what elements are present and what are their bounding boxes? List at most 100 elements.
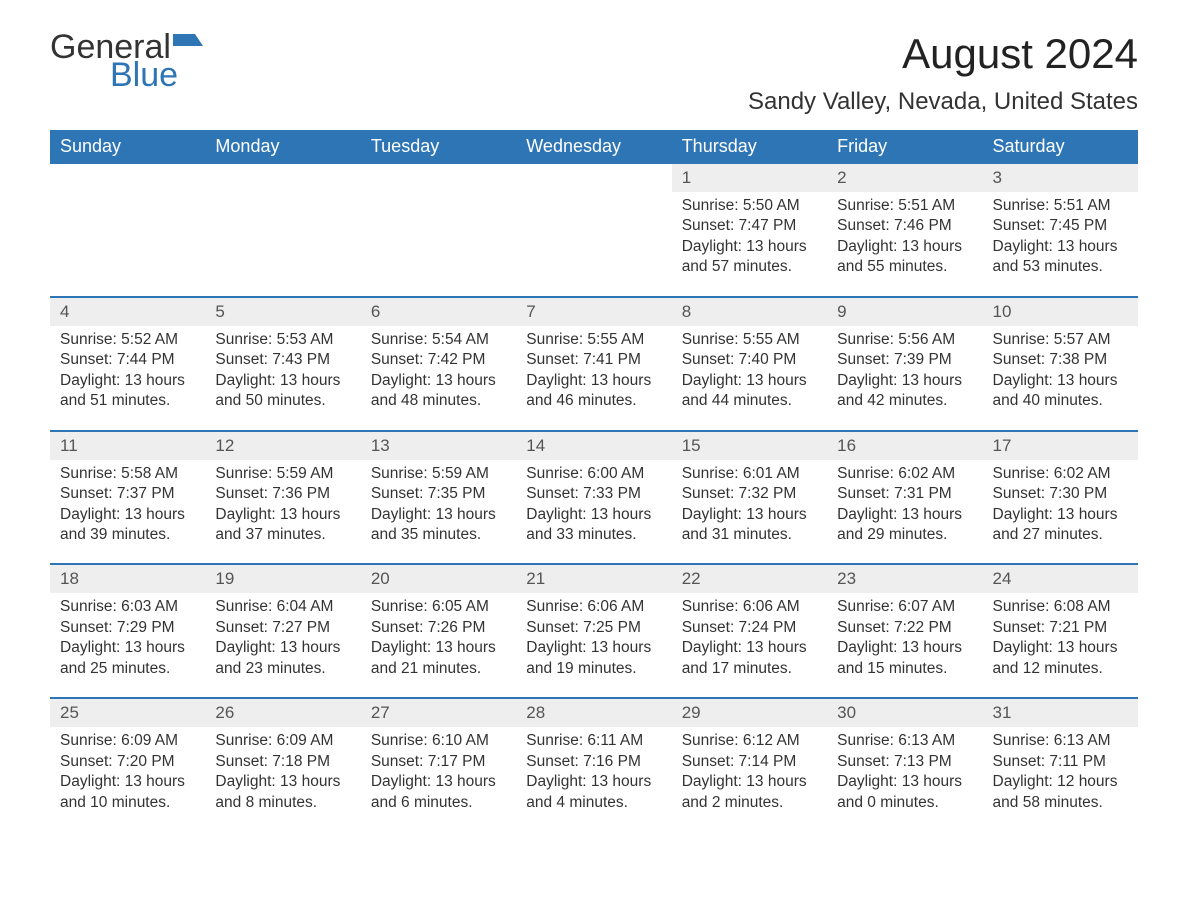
day-number-cell: 8 xyxy=(672,297,827,326)
weekday-header: Tuesday xyxy=(361,130,516,164)
title-block: August 2024 Sandy Valley, Nevada, United… xyxy=(748,30,1138,116)
sunset-line: Sunset: 7:39 PM xyxy=(837,350,972,370)
sunrise-line: Sunrise: 5:59 AM xyxy=(215,464,350,484)
day-number-row: 25262728293031 xyxy=(50,698,1138,727)
day-number-cell: 9 xyxy=(827,297,982,326)
day-number-cell: 27 xyxy=(361,698,516,727)
day-number-cell: 7 xyxy=(516,297,671,326)
day-content-row: Sunrise: 5:50 AMSunset: 7:47 PMDaylight:… xyxy=(50,192,1138,297)
daylight-line: Daylight: 13 hours and 23 minutes. xyxy=(215,638,350,679)
daylight-line: Daylight: 13 hours and 46 minutes. xyxy=(526,371,661,412)
day-number-cell: 1 xyxy=(672,164,827,192)
daylight-line: Daylight: 13 hours and 37 minutes. xyxy=(215,505,350,546)
day-content-cell xyxy=(516,192,671,297)
sunrise-line: Sunrise: 6:07 AM xyxy=(837,597,972,617)
daylight-line: Daylight: 13 hours and 39 minutes. xyxy=(60,505,195,546)
day-content-cell: Sunrise: 5:51 AMSunset: 7:45 PMDaylight:… xyxy=(983,192,1138,297)
sunrise-line: Sunrise: 6:09 AM xyxy=(60,731,195,751)
day-content-cell: Sunrise: 5:59 AMSunset: 7:36 PMDaylight:… xyxy=(205,460,360,565)
daylight-line: Daylight: 13 hours and 44 minutes. xyxy=(682,371,817,412)
sunrise-line: Sunrise: 5:57 AM xyxy=(993,330,1128,350)
sunrise-line: Sunrise: 6:08 AM xyxy=(993,597,1128,617)
sunset-line: Sunset: 7:18 PM xyxy=(215,752,350,772)
weekday-header: Thursday xyxy=(672,130,827,164)
sunset-line: Sunset: 7:44 PM xyxy=(60,350,195,370)
sunset-line: Sunset: 7:13 PM xyxy=(837,752,972,772)
day-content-cell xyxy=(50,192,205,297)
weekday-header: Sunday xyxy=(50,130,205,164)
sunset-line: Sunset: 7:22 PM xyxy=(837,618,972,638)
sunrise-line: Sunrise: 5:54 AM xyxy=(371,330,506,350)
sunrise-line: Sunrise: 5:56 AM xyxy=(837,330,972,350)
day-number-cell: 15 xyxy=(672,431,827,460)
day-number-cell: 29 xyxy=(672,698,827,727)
daylight-line: Daylight: 13 hours and 21 minutes. xyxy=(371,638,506,679)
day-content-cell: Sunrise: 6:04 AMSunset: 7:27 PMDaylight:… xyxy=(205,593,360,698)
sunrise-line: Sunrise: 6:11 AM xyxy=(526,731,661,751)
day-number-cell xyxy=(50,164,205,192)
sunset-line: Sunset: 7:43 PM xyxy=(215,350,350,370)
day-number-cell: 2 xyxy=(827,164,982,192)
sunset-line: Sunset: 7:21 PM xyxy=(993,618,1128,638)
daylight-line: Daylight: 13 hours and 29 minutes. xyxy=(837,505,972,546)
day-number-cell: 22 xyxy=(672,564,827,593)
day-content-cell: Sunrise: 6:09 AMSunset: 7:18 PMDaylight:… xyxy=(205,727,360,827)
sunrise-line: Sunrise: 6:09 AM xyxy=(215,731,350,751)
sunset-line: Sunset: 7:35 PM xyxy=(371,484,506,504)
day-content-cell: Sunrise: 6:01 AMSunset: 7:32 PMDaylight:… xyxy=(672,460,827,565)
day-content-cell: Sunrise: 5:57 AMSunset: 7:38 PMDaylight:… xyxy=(983,326,1138,431)
day-content-row: Sunrise: 6:09 AMSunset: 7:20 PMDaylight:… xyxy=(50,727,1138,827)
day-number-cell: 31 xyxy=(983,698,1138,727)
day-number-row: 18192021222324 xyxy=(50,564,1138,593)
day-number-cell: 19 xyxy=(205,564,360,593)
sunset-line: Sunset: 7:41 PM xyxy=(526,350,661,370)
daylight-line: Daylight: 13 hours and 48 minutes. xyxy=(371,371,506,412)
sunrise-line: Sunrise: 5:53 AM xyxy=(215,330,350,350)
sunrise-line: Sunrise: 5:50 AM xyxy=(682,196,817,216)
day-number-row: 123 xyxy=(50,164,1138,192)
sunset-line: Sunset: 7:20 PM xyxy=(60,752,195,772)
day-content-cell: Sunrise: 5:55 AMSunset: 7:40 PMDaylight:… xyxy=(672,326,827,431)
day-content-cell: Sunrise: 6:13 AMSunset: 7:11 PMDaylight:… xyxy=(983,727,1138,827)
day-content-cell: Sunrise: 5:56 AMSunset: 7:39 PMDaylight:… xyxy=(827,326,982,431)
daylight-line: Daylight: 13 hours and 0 minutes. xyxy=(837,772,972,813)
sunset-line: Sunset: 7:47 PM xyxy=(682,216,817,236)
day-number-cell: 30 xyxy=(827,698,982,727)
day-content-row: Sunrise: 5:58 AMSunset: 7:37 PMDaylight:… xyxy=(50,460,1138,565)
daylight-line: Daylight: 13 hours and 6 minutes. xyxy=(371,772,506,813)
day-number-cell: 11 xyxy=(50,431,205,460)
daylight-line: Daylight: 13 hours and 27 minutes. xyxy=(993,505,1128,546)
day-number-row: 45678910 xyxy=(50,297,1138,326)
weekday-header: Wednesday xyxy=(516,130,671,164)
sunrise-line: Sunrise: 5:55 AM xyxy=(526,330,661,350)
sunrise-line: Sunrise: 6:06 AM xyxy=(682,597,817,617)
daylight-line: Daylight: 13 hours and 55 minutes. xyxy=(837,237,972,278)
day-content-cell: Sunrise: 6:05 AMSunset: 7:26 PMDaylight:… xyxy=(361,593,516,698)
sunset-line: Sunset: 7:37 PM xyxy=(60,484,195,504)
daylight-line: Daylight: 13 hours and 15 minutes. xyxy=(837,638,972,679)
daylight-line: Daylight: 13 hours and 19 minutes. xyxy=(526,638,661,679)
day-number-cell: 3 xyxy=(983,164,1138,192)
sunrise-line: Sunrise: 6:13 AM xyxy=(837,731,972,751)
sunrise-line: Sunrise: 6:12 AM xyxy=(682,731,817,751)
sunrise-line: Sunrise: 6:01 AM xyxy=(682,464,817,484)
day-content-cell: Sunrise: 6:09 AMSunset: 7:20 PMDaylight:… xyxy=(50,727,205,827)
day-content-cell: Sunrise: 6:02 AMSunset: 7:30 PMDaylight:… xyxy=(983,460,1138,565)
day-content-cell: Sunrise: 5:52 AMSunset: 7:44 PMDaylight:… xyxy=(50,326,205,431)
day-content-cell: Sunrise: 6:10 AMSunset: 7:17 PMDaylight:… xyxy=(361,727,516,827)
day-content-cell: Sunrise: 5:53 AMSunset: 7:43 PMDaylight:… xyxy=(205,326,360,431)
day-content-cell: Sunrise: 6:12 AMSunset: 7:14 PMDaylight:… xyxy=(672,727,827,827)
daylight-line: Daylight: 13 hours and 2 minutes. xyxy=(682,772,817,813)
day-number-cell: 24 xyxy=(983,564,1138,593)
sunrise-line: Sunrise: 6:04 AM xyxy=(215,597,350,617)
day-number-cell: 28 xyxy=(516,698,671,727)
daylight-line: Daylight: 13 hours and 57 minutes. xyxy=(682,237,817,278)
sunset-line: Sunset: 7:31 PM xyxy=(837,484,972,504)
sunset-line: Sunset: 7:25 PM xyxy=(526,618,661,638)
sunrise-line: Sunrise: 6:02 AM xyxy=(993,464,1128,484)
day-content-cell: Sunrise: 6:06 AMSunset: 7:25 PMDaylight:… xyxy=(516,593,671,698)
daylight-line: Daylight: 13 hours and 51 minutes. xyxy=(60,371,195,412)
sunrise-line: Sunrise: 6:03 AM xyxy=(60,597,195,617)
daylight-line: Daylight: 13 hours and 31 minutes. xyxy=(682,505,817,546)
sunrise-line: Sunrise: 5:52 AM xyxy=(60,330,195,350)
